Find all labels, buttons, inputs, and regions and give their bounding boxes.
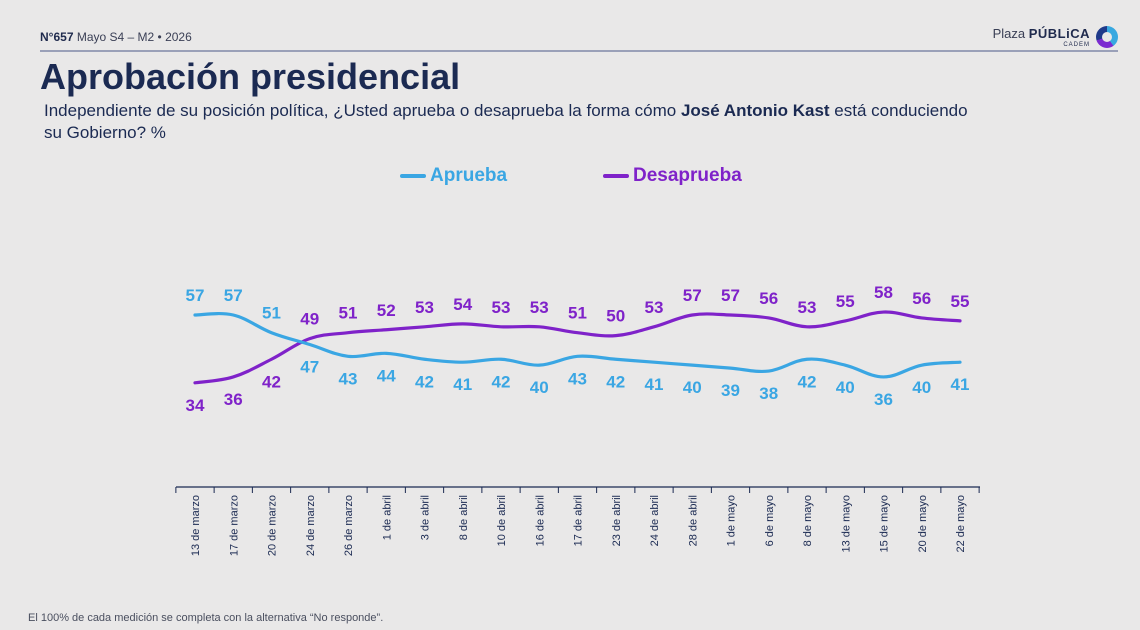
data-label-aprueba: 43 [568, 369, 587, 388]
data-label-desaprueba: 50 [606, 307, 625, 326]
x-tick-label: 10 de abril [496, 495, 508, 546]
legend-desaprueba-line [603, 174, 629, 178]
data-label-desaprueba: 56 [912, 289, 931, 308]
x-tick-label: 16 de abril [534, 495, 546, 546]
series-line-desaprueba [193, 310, 962, 385]
brand-logo-icon [1096, 26, 1118, 48]
x-tick-label: 20 de mayo [917, 495, 929, 552]
question-bold: José Antonio Kast [680, 101, 830, 120]
data-label-aprueba: 44 [377, 366, 396, 385]
report-date: Mayo S4 – M2 • 2026 [76, 30, 192, 44]
header-meta: N°657 Mayo S4 – M2 • 2026 [40, 30, 192, 44]
data-label-aprueba: 42 [492, 372, 511, 391]
question-part-1: Independiente de su posición política, ¿… [44, 101, 681, 120]
data-label-aprueba: 57 [186, 286, 205, 305]
data-label-desaprueba: 53 [798, 298, 817, 317]
data-label-aprueba: 40 [912, 378, 931, 397]
data-label-aprueba: 51 [262, 304, 281, 323]
data-label-desaprueba: 49 [300, 310, 319, 329]
data-label-aprueba: 40 [530, 378, 549, 397]
data-label-desaprueba: 53 [645, 298, 664, 317]
data-label-aprueba: 40 [683, 378, 702, 397]
data-label-desaprueba: 51 [339, 304, 358, 323]
data-label-aprueba: 42 [606, 372, 625, 391]
brand-logo-block: Plaza PÚBLiCA CADEM [993, 26, 1118, 48]
data-label-aprueba: 42 [798, 372, 817, 391]
x-tick-label: 17 de abril [573, 495, 585, 546]
data-label-desaprueba: 34 [186, 396, 205, 415]
report-number: N°657 [40, 30, 74, 44]
series-line-aprueba [193, 311, 962, 379]
data-label-desaprueba: 53 [415, 298, 434, 317]
data-label-desaprueba: 56 [759, 289, 778, 308]
data-label-desaprueba: 57 [683, 286, 702, 305]
x-tick-label: 8 de mayo [802, 495, 814, 546]
x-tick-label: 26 de marzo [343, 495, 355, 556]
x-tick-label: 1 de abril [381, 495, 393, 540]
data-label-aprueba: 41 [951, 375, 970, 394]
legend-desaprueba-label: Desaprueba [633, 165, 742, 186]
x-tick-label: 22 de mayo [955, 495, 967, 552]
legend-aprueba-label: Aprueba [430, 165, 508, 186]
x-tick-label: 24 de marzo [305, 495, 317, 556]
data-label-desaprueba: 52 [377, 301, 396, 320]
data-label-aprueba: 41 [453, 375, 472, 394]
data-label-aprueba: 47 [300, 358, 319, 377]
brand-name-b: PÚBLiCA [1028, 25, 1090, 41]
question-part-2: está conduciendo su Gobierno? % [44, 101, 968, 142]
x-tick-label: 1 de mayo [726, 495, 738, 546]
data-label-aprueba: 57 [224, 286, 243, 305]
legend-desaprueba: Desaprueba [603, 165, 742, 187]
data-label-desaprueba: 57 [721, 286, 740, 305]
data-label-desaprueba: 58 [874, 283, 893, 302]
legend-aprueba-line [400, 174, 426, 178]
data-label-aprueba: 38 [759, 384, 778, 403]
data-label-desaprueba: 53 [492, 298, 511, 317]
data-label-desaprueba: 54 [453, 295, 472, 314]
x-tick-label: 8 de abril [458, 495, 470, 540]
footnote: El 100% de cada medición se completa con… [28, 612, 384, 624]
data-label-aprueba: 42 [415, 372, 434, 391]
data-label-aprueba: 36 [874, 390, 893, 409]
data-label-aprueba: 43 [339, 369, 358, 388]
data-label-desaprueba: 55 [836, 292, 855, 311]
x-tick-label: 13 de mayo [840, 495, 852, 552]
x-tick-label: 13 de marzo [190, 495, 202, 556]
x-tick-label: 23 de abril [611, 495, 623, 546]
x-tick-label: 3 de abril [420, 495, 432, 540]
header-divider [40, 50, 1118, 52]
x-tick-label: 24 de abril [649, 495, 661, 546]
question-text: Independiente de su posición política, ¿… [44, 100, 984, 144]
data-label-aprueba: 39 [721, 381, 740, 400]
legend-aprueba: Aprueba [400, 165, 507, 187]
data-label-desaprueba: 51 [568, 304, 587, 323]
brand-sub: CADEM [1063, 41, 1090, 48]
x-tick-label: 20 de marzo [267, 495, 279, 556]
data-label-desaprueba: 42 [262, 372, 281, 391]
data-label-desaprueba: 53 [530, 298, 549, 317]
data-label-desaprueba: 55 [951, 292, 970, 311]
data-label-desaprueba: 36 [224, 390, 243, 409]
data-label-aprueba: 41 [645, 375, 664, 394]
x-tick-label: 17 de marzo [228, 495, 240, 556]
data-label-aprueba: 40 [836, 378, 855, 397]
x-tick-label: 6 de mayo [764, 495, 776, 546]
page-title: Aprobación presidencial [40, 56, 461, 97]
x-tick-label: 15 de mayo [879, 495, 891, 552]
brand-name-a: Plaza [992, 25, 1029, 41]
x-tick-label: 28 de abril [687, 495, 699, 546]
